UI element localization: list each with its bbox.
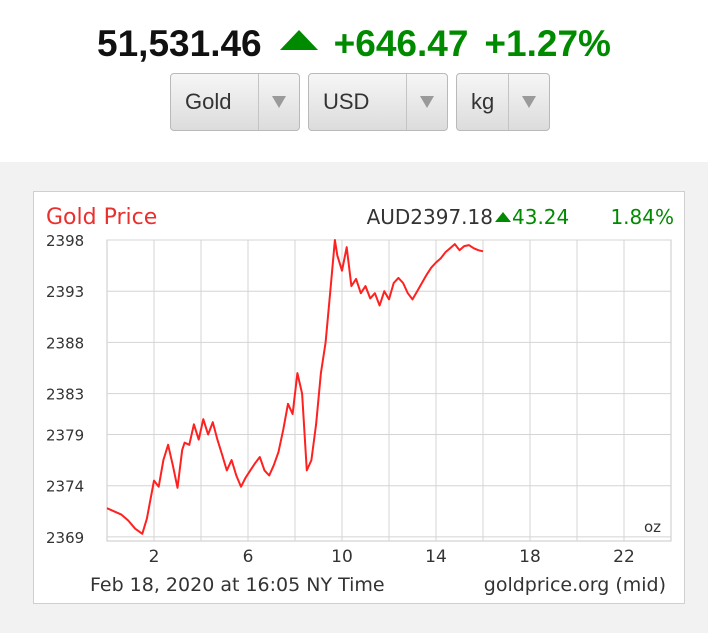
y-tick-label: 2398 — [46, 232, 84, 250]
unit-select-dropdown-button[interactable] — [508, 74, 549, 130]
y-tick-label: 2393 — [46, 283, 84, 301]
triangle-up-icon — [495, 212, 511, 222]
spot-price: 51,531.46 — [97, 23, 262, 64]
chart-title: Gold Price — [46, 205, 157, 230]
chart-svg: Gold Price AUD2397.18 43.24 1.84% 239823… — [46, 205, 674, 596]
metal-select-dropdown-button[interactable] — [258, 74, 299, 130]
x-tick-label: 18 — [519, 547, 541, 567]
unit-select-value: kg — [471, 89, 495, 114]
chevron-down-icon — [522, 96, 536, 108]
chart-change-percent: 1.84% — [610, 205, 674, 229]
chart-source: goldprice.org (mid) — [484, 574, 666, 596]
x-tick-label: 10 — [331, 547, 353, 567]
unit-select[interactable]: kg — [456, 73, 550, 131]
y-tick-label: 2369 — [46, 529, 84, 547]
price-change: +646.47 — [333, 23, 469, 64]
chart-change: 43.24 — [512, 205, 569, 229]
x-tick-label: 6 — [243, 547, 254, 567]
chart-timestamp: Feb 18, 2020 at 16:05 NY Time — [90, 574, 385, 596]
price-header: 51,531.46 +646.47 +1.27% Gold USD kg — [0, 0, 708, 162]
currency-select-dropdown-button[interactable] — [406, 74, 447, 130]
price-summary: 51,531.46 +646.47 +1.27% — [0, 14, 708, 74]
metal-select[interactable]: Gold — [170, 73, 300, 131]
currency-select[interactable]: USD — [308, 73, 448, 131]
price-change-percent: +1.27% — [484, 23, 611, 64]
selector-bar: Gold USD kg — [0, 73, 708, 133]
y-axis-tick-labels: 2398 2393 2388 2383 2379 2374 2369 — [46, 232, 84, 547]
unit-label: oz — [644, 518, 661, 536]
y-tick-label: 2388 — [46, 334, 84, 352]
y-tick-label: 2379 — [46, 427, 84, 445]
chevron-down-icon — [420, 96, 434, 108]
chevron-down-icon — [272, 96, 286, 108]
triangle-up-icon — [279, 30, 318, 50]
currency-select-value: USD — [323, 89, 370, 114]
x-tick-label: 14 — [425, 547, 447, 567]
x-axis-tick-labels: 2 6 10 14 18 22 — [149, 547, 635, 567]
x-tick-label: 22 — [613, 547, 635, 567]
grid-lines — [107, 239, 671, 541]
metal-select-value: Gold — [185, 89, 232, 114]
y-tick-label: 2374 — [46, 478, 84, 496]
chart-price-label: AUD2397.18 — [367, 205, 493, 229]
y-tick-label: 2383 — [46, 386, 84, 404]
gold-price-series-line — [106, 239, 484, 535]
x-tick-label: 2 — [149, 547, 160, 567]
gold-price-chart: Gold Price AUD2397.18 43.24 1.84% 2398 23… — [33, 191, 685, 604]
